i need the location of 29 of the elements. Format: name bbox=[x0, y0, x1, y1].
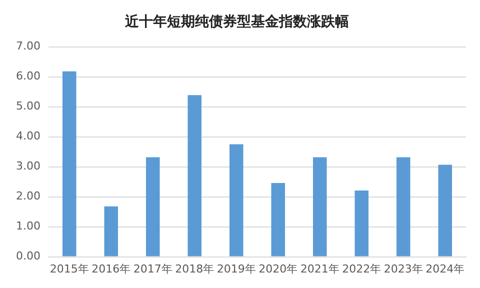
x-tick-label: 2020年 bbox=[258, 262, 298, 276]
y-tick-label: 0.00 bbox=[16, 250, 40, 263]
x-tick-label: 2015年 bbox=[50, 262, 89, 276]
x-tick-label: 2022年 bbox=[342, 262, 382, 276]
x-tick-label: 2023年 bbox=[384, 262, 423, 276]
y-tick-label: 4.00 bbox=[16, 130, 40, 143]
x-tick-label: 2017年 bbox=[133, 262, 172, 276]
bar bbox=[188, 95, 202, 256]
bar bbox=[312, 157, 327, 256]
y-tick-label: 2.00 bbox=[16, 190, 40, 203]
x-tick-label: 2018年 bbox=[175, 262, 214, 276]
bar bbox=[271, 183, 286, 256]
y-tick-label: 6.00 bbox=[16, 70, 40, 83]
x-tick-label: 2019年 bbox=[216, 262, 256, 276]
bar bbox=[396, 157, 410, 256]
bar bbox=[229, 144, 244, 256]
x-tick-label: 2016年 bbox=[92, 262, 131, 276]
x-tick-label: 2021年 bbox=[300, 262, 340, 276]
y-tick-label: 1.00 bbox=[16, 220, 40, 233]
y-tick-label: 7.00 bbox=[16, 40, 40, 53]
bar bbox=[146, 157, 160, 256]
chart-title: 近十年短期纯债券型基金指数涨跌幅 bbox=[124, 13, 349, 30]
y-tick-label: 3.00 bbox=[16, 160, 40, 173]
bar bbox=[104, 206, 118, 256]
y-tick-label: 5.00 bbox=[16, 100, 40, 113]
bar bbox=[354, 190, 369, 256]
x-tick-label: 2024年 bbox=[426, 262, 465, 276]
bar bbox=[62, 71, 76, 256]
bar bbox=[438, 164, 452, 256]
